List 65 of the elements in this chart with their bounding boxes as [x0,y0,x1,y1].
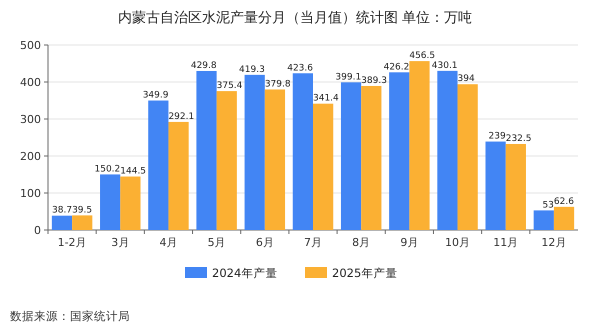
y-tick-label: 0 [34,224,41,237]
data-label: 53 [542,200,554,210]
data-label: 456.5 [409,51,436,62]
data-label: 239 [488,132,506,142]
bar [244,74,265,230]
x-tick-label: 9月 [400,236,418,249]
legend-label: 2025年产量 [332,266,398,280]
bar [72,215,92,230]
bar [389,72,410,230]
x-tick-label: 3月 [111,236,130,249]
legend-label: 2024年产量 [212,266,278,280]
x-tick-label: 10月 [445,236,470,249]
data-label: 232.5 [506,134,532,144]
bar [534,210,554,230]
data-label: 419.3 [239,64,265,75]
bar [120,176,141,230]
data-label: 426.2 [384,62,410,72]
x-tick-label: 5月 [208,236,226,249]
bar [264,89,286,230]
data-label: 150.2 [94,164,120,174]
x-tick-label: 6月 [256,236,274,249]
source-note: 数据来源：国家统计局 [10,309,130,323]
bar [196,70,217,230]
data-label: 430.1 [432,60,458,71]
bar [148,100,168,230]
data-label: 62.6 [554,196,574,207]
y-tick-label: 200 [20,150,41,163]
x-tick-label: 11月 [493,236,518,249]
data-label: 389.3 [361,76,387,86]
data-label: 38.7 [52,206,72,216]
bar [292,73,313,230]
x-tick-label: 1-2月 [58,236,87,249]
bar [409,61,430,230]
x-tick-label: 7月 [304,236,322,249]
data-label: 394 [458,74,475,84]
data-label: 349.9 [142,90,169,101]
data-label: 39.5 [72,205,92,216]
bar [52,216,72,230]
x-tick-label: 12月 [541,236,566,249]
bar [437,70,458,230]
data-label: 379.8 [264,79,291,90]
x-tick-label: 4月 [159,236,178,249]
data-label: 144.5 [120,166,146,177]
bar [216,91,237,230]
bar [485,142,506,230]
y-tick-label: 400 [20,76,41,89]
x-tick-label: 8月 [352,236,370,249]
bar [458,84,478,230]
bar [554,206,574,230]
data-label: 429.8 [190,60,217,71]
data-label: 375.4 [216,81,243,92]
data-label: 341.4 [313,94,340,104]
bar [340,82,362,230]
y-tick-label: 500 [20,39,41,52]
bar [313,104,334,230]
bar [168,122,189,230]
y-tick-label: 100 [20,187,41,200]
data-label: 292.1 [168,112,194,122]
chart-title: 内蒙古自治区水泥产量分月（当月值）统计图 单位：万吨 [118,10,472,26]
data-label: 423.6 [287,63,314,74]
bar [506,144,526,230]
bar [100,174,120,230]
bar [361,86,382,230]
y-tick-label: 300 [20,113,41,126]
data-label: 399.1 [335,72,362,82]
